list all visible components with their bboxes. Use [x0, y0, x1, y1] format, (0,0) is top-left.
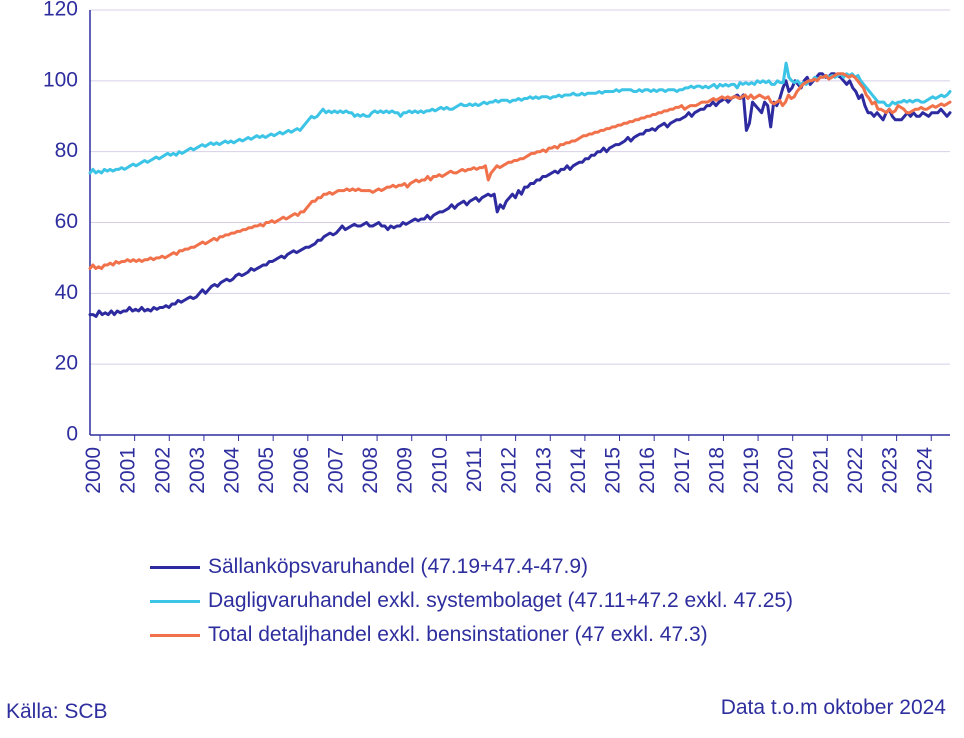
legend-item: Sällanköpsvaruhandel (47.19+47.4-47.9) [150, 555, 793, 579]
svg-text:2017: 2017 [671, 447, 694, 494]
svg-text:2001: 2001 [117, 447, 140, 494]
svg-text:2014: 2014 [567, 447, 590, 494]
svg-text:2015: 2015 [602, 447, 625, 494]
svg-text:120: 120 [43, 0, 78, 21]
svg-text:2002: 2002 [151, 447, 174, 494]
data-through-label: Data t.o.m oktober 2024 [721, 696, 946, 720]
svg-text:80: 80 [55, 139, 78, 162]
series-daglig [90, 63, 950, 173]
svg-text:2006: 2006 [290, 447, 313, 494]
legend-item: Dagligvaruhandel exkl. systembolaget (47… [150, 589, 793, 613]
svg-text:40: 40 [55, 281, 78, 304]
svg-text:2019: 2019 [740, 447, 763, 494]
legend-swatch [150, 566, 200, 569]
svg-text:2000: 2000 [82, 447, 105, 494]
chart-container: 0 20 40 60 80 100 120 2000 2001 2002 2003 2004 2005 2… [0, 0, 964, 738]
svg-text:2007: 2007 [324, 447, 347, 494]
svg-text:0: 0 [66, 423, 78, 446]
svg-text:2008: 2008 [359, 447, 382, 494]
legend-label: Total detaljhandel exkl. bensinstationer… [208, 623, 708, 647]
svg-text:2004: 2004 [221, 447, 244, 494]
legend-label: Sällanköpsvaruhandel (47.19+47.4-47.9) [208, 555, 588, 579]
svg-text:2013: 2013 [532, 447, 555, 494]
svg-text:2009: 2009 [394, 447, 417, 494]
svg-text:2023: 2023 [879, 447, 902, 494]
svg-text:2005: 2005 [255, 447, 278, 494]
svg-text:20: 20 [55, 352, 78, 375]
svg-text:2022: 2022 [844, 447, 867, 494]
series-total [90, 74, 950, 269]
svg-text:2012: 2012 [498, 447, 521, 494]
legend-swatch [150, 600, 200, 603]
legend-label: Dagligvaruhandel exkl. systembolaget (47… [208, 589, 793, 613]
svg-text:2024: 2024 [913, 447, 936, 494]
svg-text:2020: 2020 [775, 447, 798, 494]
series-sallan [90, 74, 950, 317]
svg-text:2018: 2018 [705, 447, 728, 494]
line-chart: 0 20 40 60 80 100 120 2000 2001 2002 2003 2004 2005 2… [0, 0, 964, 540]
source-label: Källa: SCB [6, 700, 108, 724]
svg-text:2021: 2021 [809, 447, 832, 494]
svg-text:2016: 2016 [636, 447, 659, 494]
legend-swatch [150, 634, 200, 637]
svg-text:100: 100 [43, 68, 78, 91]
legend: Sällanköpsvaruhandel (47.19+47.4-47.9) D… [150, 555, 793, 657]
svg-text:2011: 2011 [463, 447, 486, 492]
svg-text:2010: 2010 [428, 447, 451, 494]
svg-text:2003: 2003 [186, 447, 209, 494]
legend-item: Total detaljhandel exkl. bensinstationer… [150, 623, 793, 647]
svg-text:60: 60 [55, 210, 78, 233]
